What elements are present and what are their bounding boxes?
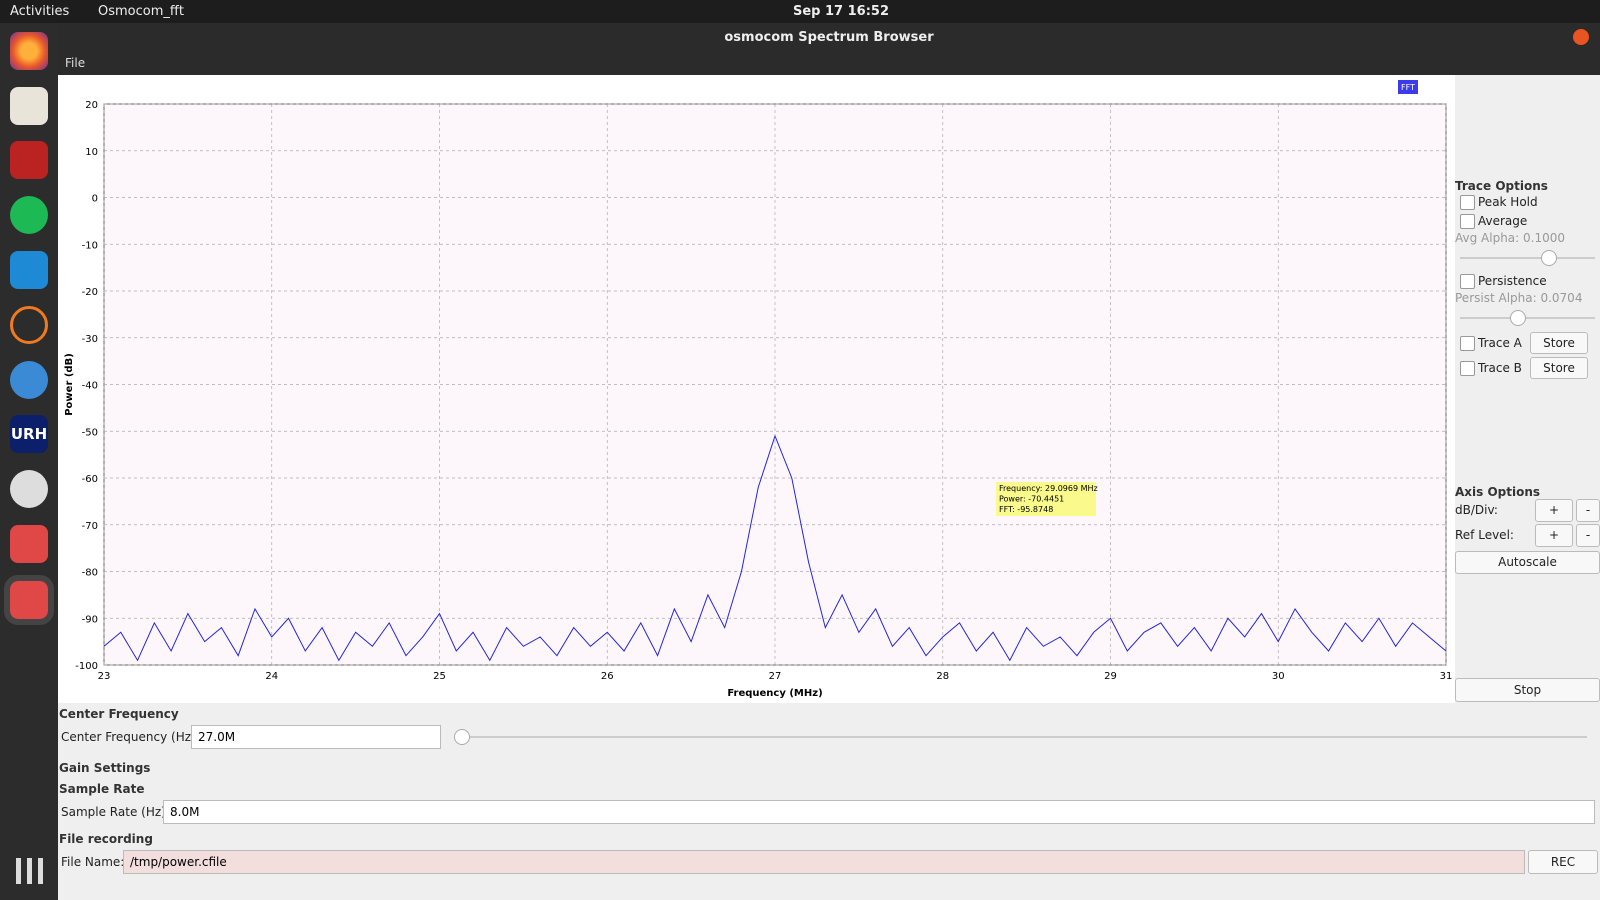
- checkbox[interactable]: [1460, 214, 1475, 229]
- y-tick-label: 10: [85, 147, 98, 158]
- minus-button[interactable]: -: [1576, 524, 1600, 547]
- plus-button[interactable]: +: [1535, 524, 1573, 547]
- side-panel: Trace Options Peak Hold Average Avg Alph…: [1455, 75, 1600, 703]
- title-bar: osmocom Spectrum Browser: [58, 23, 1600, 51]
- fft-badge: [1398, 80, 1418, 94]
- slider-label: Avg Alpha: 0.1000: [1455, 231, 1566, 245]
- tooltip-line: FFT: -95.8748: [999, 505, 1053, 514]
- autoscale-button[interactable]: Autoscale: [1455, 551, 1600, 574]
- tooltip-line: Frequency: 29.0969 MHz: [999, 484, 1098, 493]
- y-tick-label: -50: [82, 427, 98, 438]
- x-tick-label: 30: [1272, 671, 1285, 682]
- slider-handle[interactable]: [1510, 310, 1526, 326]
- top-bar: Activities Osmocom_fft Sep 17 16:52: [0, 0, 1600, 23]
- checkbox[interactable]: [1460, 361, 1475, 376]
- x-axis-label: Frequency (MHz): [727, 688, 822, 699]
- file-menu[interactable]: File: [65, 56, 86, 70]
- checkbox[interactable]: [1460, 274, 1475, 289]
- tooltip-line: Power: -70.4451: [999, 495, 1064, 504]
- tooltip: [996, 482, 1096, 516]
- label: Ref Level:: [1455, 528, 1514, 542]
- close-button[interactable]: [1573, 29, 1589, 45]
- podcast-icon[interactable]: [10, 306, 48, 344]
- slider-handle[interactable]: [454, 729, 470, 745]
- firefox-icon[interactable]: [10, 32, 48, 70]
- x-tick-label: 24: [265, 671, 278, 682]
- plus-button[interactable]: +: [1535, 499, 1573, 522]
- section-title: Axis Options: [1455, 485, 1541, 499]
- label: dB/Div:: [1455, 503, 1498, 517]
- y-tick-label: -10: [82, 240, 98, 251]
- activities[interactable]: Activities: [10, 4, 70, 19]
- section-title: Center Frequency: [59, 707, 179, 721]
- x-tick-label: 28: [936, 671, 949, 682]
- stop-button[interactable]: Stop: [1455, 678, 1600, 702]
- file-name-input[interactable]: /tmp/power.cfile: [123, 850, 1525, 874]
- bottom-panel: Center Frequency Center Frequency (Hz): …: [58, 703, 1600, 900]
- checkbox-label: Persistence: [1478, 274, 1547, 288]
- y-axis-label: Power (dB): [64, 353, 75, 416]
- spectrum-trace: [103, 434, 1447, 662]
- section-title: Trace Options: [1455, 179, 1548, 193]
- slider-handle[interactable]: [1541, 250, 1557, 266]
- y-tick-label: -20: [82, 287, 98, 298]
- sample-rate-input[interactable]: 8.0M: [163, 800, 1595, 824]
- slider[interactable]: [1460, 317, 1595, 319]
- app-menu[interactable]: Osmocom_fft: [98, 4, 184, 19]
- rec-button[interactable]: REC: [1528, 850, 1598, 874]
- minus-button[interactable]: -: [1576, 499, 1600, 522]
- section-title: Gain Settings: [59, 761, 151, 775]
- center-frequency-input[interactable]: 27.0M: [191, 725, 441, 749]
- software-icon[interactable]: [10, 470, 48, 508]
- slider[interactable]: [461, 736, 1587, 738]
- spotify-icon[interactable]: [10, 196, 48, 234]
- y-tick-label: -70: [82, 521, 98, 532]
- slider-label: Persist Alpha: 0.0704: [1455, 291, 1583, 305]
- label: Sample Rate (Hz):: [61, 805, 170, 819]
- app-icon[interactable]: [10, 361, 48, 399]
- app-icon[interactable]: [10, 141, 48, 179]
- y-tick-label: -40: [82, 381, 98, 392]
- x-tick-label: 25: [433, 671, 446, 682]
- menu-bar: File: [58, 51, 1600, 75]
- y-tick-label: -100: [75, 661, 98, 672]
- y-tick-label: 20: [85, 100, 98, 111]
- app-icon[interactable]: [4, 575, 54, 625]
- y-tick-label: 0: [92, 194, 98, 205]
- x-tick-label: 23: [98, 671, 111, 682]
- section-title: Sample Rate: [59, 782, 145, 796]
- checkbox-label: Average: [1478, 214, 1528, 228]
- store-button[interactable]: Store: [1530, 332, 1588, 354]
- fft-badge-label: FFT: [1401, 83, 1415, 92]
- x-tick-label: 27: [769, 671, 782, 682]
- checkbox[interactable]: [1460, 195, 1475, 210]
- y-tick-label: -80: [82, 568, 98, 579]
- checkbox-label: Trace A: [1478, 336, 1522, 350]
- section-title: File recording: [59, 832, 153, 846]
- x-tick-label: 26: [601, 671, 614, 682]
- checkbox-label: Peak Hold: [1478, 195, 1538, 209]
- urh-icon[interactable]: URH: [10, 415, 48, 453]
- label: Center Frequency (Hz):: [61, 730, 200, 744]
- apps-grid[interactable]: [16, 858, 43, 884]
- vscode-icon[interactable]: [10, 251, 48, 289]
- y-tick-label: -30: [82, 334, 98, 345]
- label: File Name:: [61, 855, 125, 869]
- x-tick-label: 29: [1104, 671, 1117, 682]
- store-button[interactable]: Store: [1530, 357, 1588, 379]
- y-tick-label: -90: [82, 614, 98, 625]
- files-icon[interactable]: [10, 87, 48, 125]
- app-icon[interactable]: [10, 525, 48, 563]
- y-tick-label: -60: [82, 474, 98, 485]
- checkbox[interactable]: [1460, 336, 1475, 351]
- dock: URH: [0, 23, 58, 900]
- x-tick-label: 31: [1440, 671, 1453, 682]
- checkbox-label: Trace B: [1478, 361, 1522, 375]
- clock[interactable]: Sep 17 16:52: [793, 4, 890, 19]
- window-title: osmocom Spectrum Browser: [724, 30, 934, 45]
- slider[interactable]: [1460, 257, 1595, 259]
